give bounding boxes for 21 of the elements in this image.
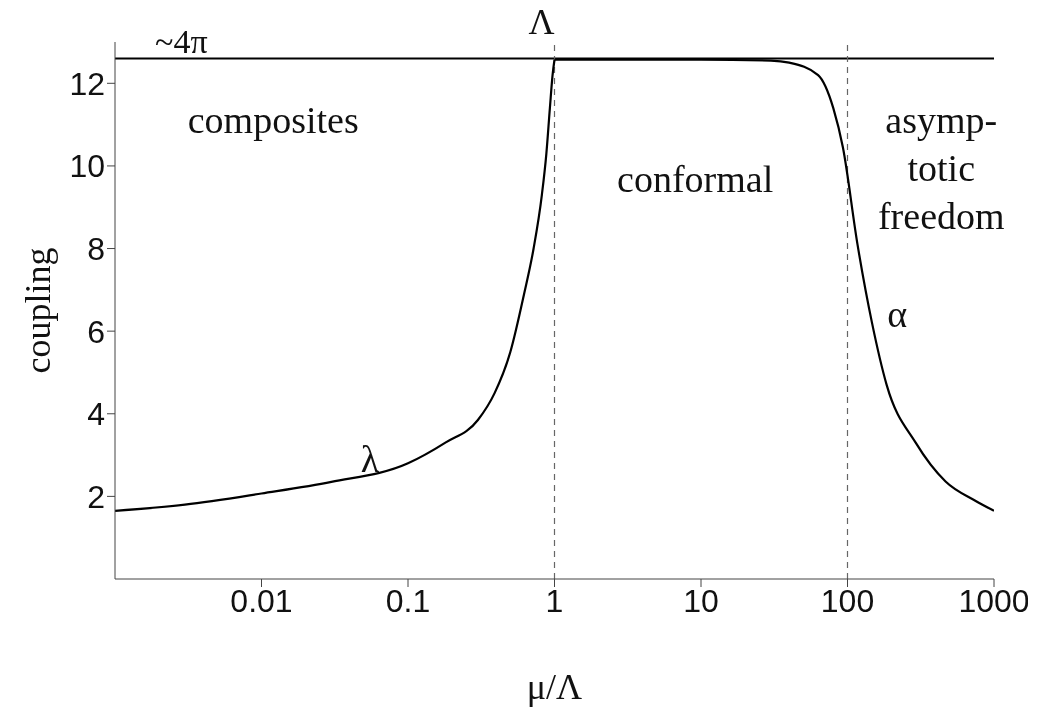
y-tick-label: 6 — [87, 313, 105, 350]
annotation: α — [887, 292, 908, 335]
y-tick-label: 8 — [87, 230, 105, 267]
x-tick-label: 0.1 — [385, 582, 431, 619]
y-tick-label: 4 — [87, 396, 105, 433]
x-tick-label: 100 — [820, 582, 875, 619]
x-axis-title: μ/Λ — [526, 667, 583, 707]
x-tick-label: 1 — [545, 582, 564, 619]
y-tick-label: 2 — [87, 478, 105, 515]
y-axis-title: coupling — [17, 247, 58, 374]
annotation: λ — [360, 437, 380, 480]
annotation: asymp- totic freedom — [877, 99, 1005, 238]
annotation: composites — [187, 99, 359, 142]
ref-line-label: Λ — [528, 2, 555, 42]
x-tick-label: 1000 — [958, 582, 1030, 619]
x-tick-label: 10 — [683, 582, 719, 619]
annotation: conformal — [617, 158, 774, 201]
ref-line-label: ~4π — [155, 22, 208, 60]
y-tick-label: 12 — [69, 65, 105, 102]
y-tick-label: 10 — [69, 148, 105, 185]
x-tick-label: 0.01 — [230, 582, 293, 619]
